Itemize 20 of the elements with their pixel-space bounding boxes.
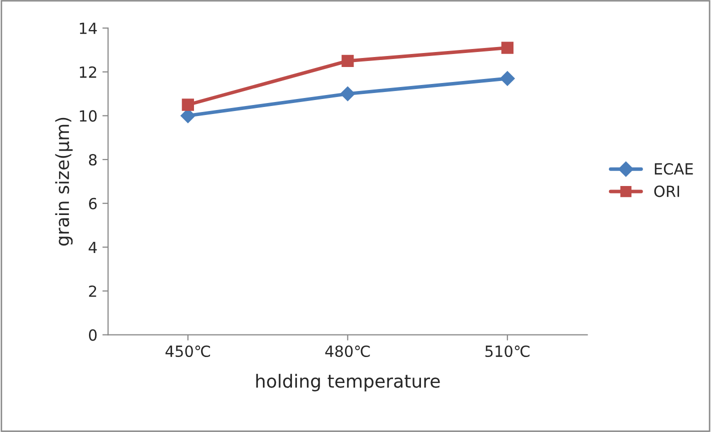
point <box>342 54 354 68</box>
y-tick-label: 12 <box>80 66 96 78</box>
point <box>500 71 515 86</box>
y-tick-label: 10 <box>80 110 97 122</box>
x-axis-title: holding temperature <box>256 374 440 392</box>
y-tick-label: 14 <box>80 22 97 34</box>
x-tick-label: 510℃ <box>485 345 530 358</box>
x-tick-label: 480℃ <box>325 345 370 358</box>
y-tick-label: 8 <box>88 154 97 166</box>
point <box>182 98 194 111</box>
y-tick-label: 6 <box>89 198 97 210</box>
legend-label: ORI <box>654 186 680 198</box>
x-tick-label: 450℃ <box>166 345 210 358</box>
point <box>340 86 356 102</box>
y-tick-label: 2 <box>89 285 96 297</box>
legend-label: ECAE <box>654 163 693 175</box>
point <box>501 42 514 54</box>
y-tick-label: 0 <box>88 329 97 341</box>
y-axis-title: grain size(μm) <box>55 118 73 246</box>
y-tick-label: 4 <box>88 242 97 253</box>
